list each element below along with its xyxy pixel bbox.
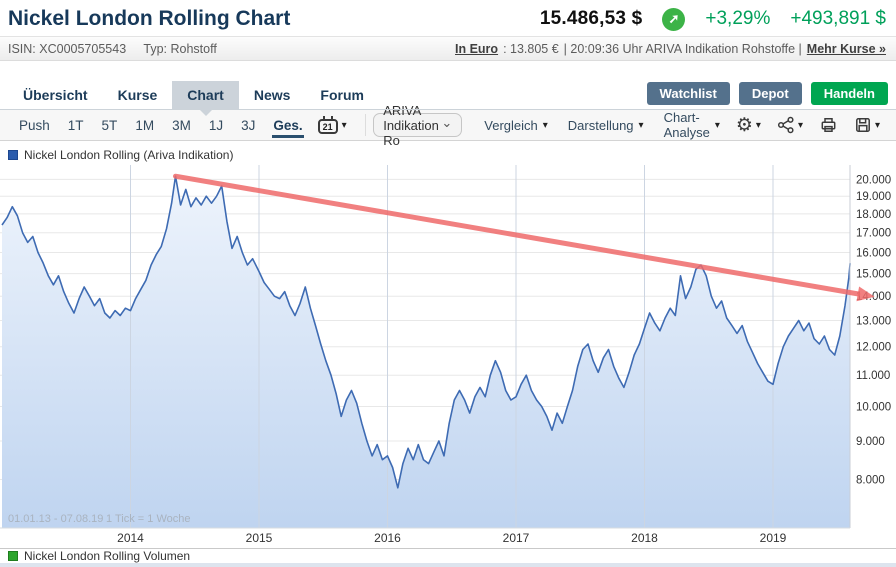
y-axis-label: 11.000 <box>856 370 890 382</box>
trendline-arrowhead <box>856 286 875 302</box>
nav-tabs: Übersicht Kurse Chart News Forum <box>8 81 379 116</box>
chart-analyse-label: Chart-Analyse <box>663 110 710 140</box>
y-axis-label: 18.000 <box>856 209 891 221</box>
quote-links: In Euro : 13.805 € | 20:09:36 Uhr ARIVA … <box>455 42 886 56</box>
area-fill <box>2 176 851 528</box>
up-arrow-glyph: ➚ <box>668 11 680 26</box>
quote-time-info: | 20:09:36 Uhr ARIVA Indikation Rohstoff… <box>563 41 802 56</box>
y-axis-label: 10.000 <box>856 402 891 414</box>
caret-down-icon: ▾ <box>638 119 644 131</box>
instrument-ids: ISIN: XC0005705543 Typ: Rohstoff <box>8 42 231 56</box>
range-3m-button[interactable]: 3M <box>172 117 191 133</box>
darstellung-menu[interactable]: Darstellung ▾ <box>558 118 654 133</box>
chart-toolbar: Push 1T 5T 1M 3M 1J 3J Ges. 21 ▾ ARIVA I… <box>0 103 896 148</box>
range-3j-button[interactable]: 3J <box>241 117 256 133</box>
type-label: Typ: Rohstoff <box>143 41 217 56</box>
x-axis-label: 2016 <box>374 531 401 545</box>
caret-down-icon: ▾ <box>542 119 548 131</box>
caret-down-icon: ▾ <box>714 119 720 131</box>
isin-label: ISIN: XC0005705543 <box>8 41 127 56</box>
in-euro-link[interactable]: In Euro <box>455 41 499 56</box>
watchlist-button[interactable]: Watchlist <box>646 82 730 105</box>
range-5t-button[interactable]: 5T <box>101 117 118 133</box>
save-menu[interactable]: ▾ <box>848 116 886 134</box>
nav-buttons: Watchlist Depot Handeln <box>646 82 888 109</box>
more-quotes-link[interactable]: Mehr Kurse » <box>806 41 886 56</box>
tab-kurse[interactable]: Kurse <box>117 87 158 103</box>
y-axis-label: 20.000 <box>856 174 891 186</box>
volume-pane-edge <box>0 563 896 567</box>
print-button[interactable] <box>813 116 844 134</box>
instrument-select-value: ARIVA Indikation Ro <box>383 102 439 148</box>
calendar-icon: 21 <box>317 116 338 134</box>
vergleich-menu[interactable]: Vergleich ▾ <box>474 118 558 133</box>
in-euro-value: : 13.805 € <box>503 41 559 56</box>
price-legend-label: Nickel London Rolling (Ariva Indikation) <box>24 147 234 162</box>
calendar-range-button[interactable]: 21 ▾ <box>317 116 347 134</box>
share-icon <box>777 116 794 134</box>
save-icon <box>856 118 870 132</box>
push-button[interactable]: Push <box>19 117 50 133</box>
volume-legend: Nickel London Rolling Volumen <box>0 548 896 563</box>
main-nav: Übersicht Kurse Chart News Forum Watchli… <box>0 81 896 116</box>
handeln-button[interactable]: Handeln <box>810 82 888 105</box>
settings-menu[interactable]: ⚙ ▾ <box>730 116 767 135</box>
tab-chart[interactable]: Chart <box>172 81 239 116</box>
current-price: 15.486,53 $ <box>539 8 643 29</box>
change-absolute: +493,891 $ <box>790 8 886 29</box>
share-menu[interactable]: ▾ <box>771 116 809 134</box>
x-axis-label: 2015 <box>246 531 273 545</box>
instrument-select[interactable]: ARIVA Indikation Ro ⌄ <box>373 103 463 148</box>
volume-color-swatch <box>8 551 18 561</box>
x-axis-label: 2019 <box>760 531 787 545</box>
caret-down-icon: ▾ <box>341 119 347 131</box>
toolbar-divider <box>364 114 366 136</box>
price-up-icon: ➚ <box>662 7 686 31</box>
vergleich-label: Vergleich <box>484 117 538 133</box>
x-axis-label: 2017 <box>503 531 530 545</box>
info-bar: ISIN: XC0005705543 Typ: Rohstoff In Euro… <box>0 36 896 61</box>
caret-down-icon: ▾ <box>874 119 880 131</box>
quote-block: 15.486,53 $ ➚ +3,29% +493,891 $ <box>539 7 886 31</box>
tab-news[interactable]: News <box>253 87 291 103</box>
tab-forum[interactable]: Forum <box>320 87 364 103</box>
y-axis-label: 12.000 <box>856 342 891 354</box>
price-chart-canvas[interactable]: 01.01.13 - 07.08.19 1 Tick = 1 Woche 8.000… <box>0 164 896 548</box>
page-title: Nickel London Rolling Chart <box>8 7 291 30</box>
y-axis-label: 17.000 <box>856 228 891 240</box>
caret-down-icon: ▾ <box>755 119 761 131</box>
darstellung-label: Darstellung <box>567 117 634 133</box>
range-1j-button[interactable]: 1J <box>208 117 224 133</box>
y-axis-label: 9.000 <box>856 436 885 448</box>
gear-icon: ⚙ <box>735 114 753 136</box>
trendline <box>173 173 861 297</box>
depot-button[interactable]: Depot <box>738 82 802 105</box>
range-1m-button[interactable]: 1M <box>135 117 155 133</box>
price-line <box>1 175 851 489</box>
watermark-tick-note: 1 Tick = 1 Woche <box>106 513 190 525</box>
y-axis-label: 13.000 <box>856 316 891 328</box>
watermark-period: 01.01.13 - 07.08.19 <box>8 513 103 525</box>
change-percent: +3,29% <box>705 8 771 29</box>
x-axis-label: 2018 <box>631 531 658 545</box>
series-color-swatch <box>8 149 18 160</box>
toolbar-icons: ⚙ ▾ ▾ ▾ <box>730 116 886 135</box>
y-axis-label: 15.000 <box>856 269 891 281</box>
x-axis-label: 2014 <box>117 531 144 545</box>
chart-analyse-menu[interactable]: Chart-Analyse ▾ <box>654 110 730 140</box>
y-axis-label: 19.000 <box>856 191 891 203</box>
chevron-down-icon: ⌄ <box>441 114 453 130</box>
volume-legend-label: Nickel London Rolling Volumen <box>24 549 191 563</box>
range-1t-button[interactable]: 1T <box>67 117 84 133</box>
y-axis-label: 16.000 <box>856 248 891 260</box>
printer-icon <box>821 118 836 132</box>
range-ges-button[interactable]: Ges. <box>264 110 311 141</box>
price-legend: Nickel London Rolling (Ariva Indikation) <box>0 141 896 164</box>
header: Nickel London Rolling Chart 15.486,53 $ … <box>0 0 896 36</box>
y-axis-label: 8.000 <box>856 475 885 487</box>
caret-down-icon: ▾ <box>797 119 803 131</box>
tab-uebersicht[interactable]: Übersicht <box>23 87 88 103</box>
